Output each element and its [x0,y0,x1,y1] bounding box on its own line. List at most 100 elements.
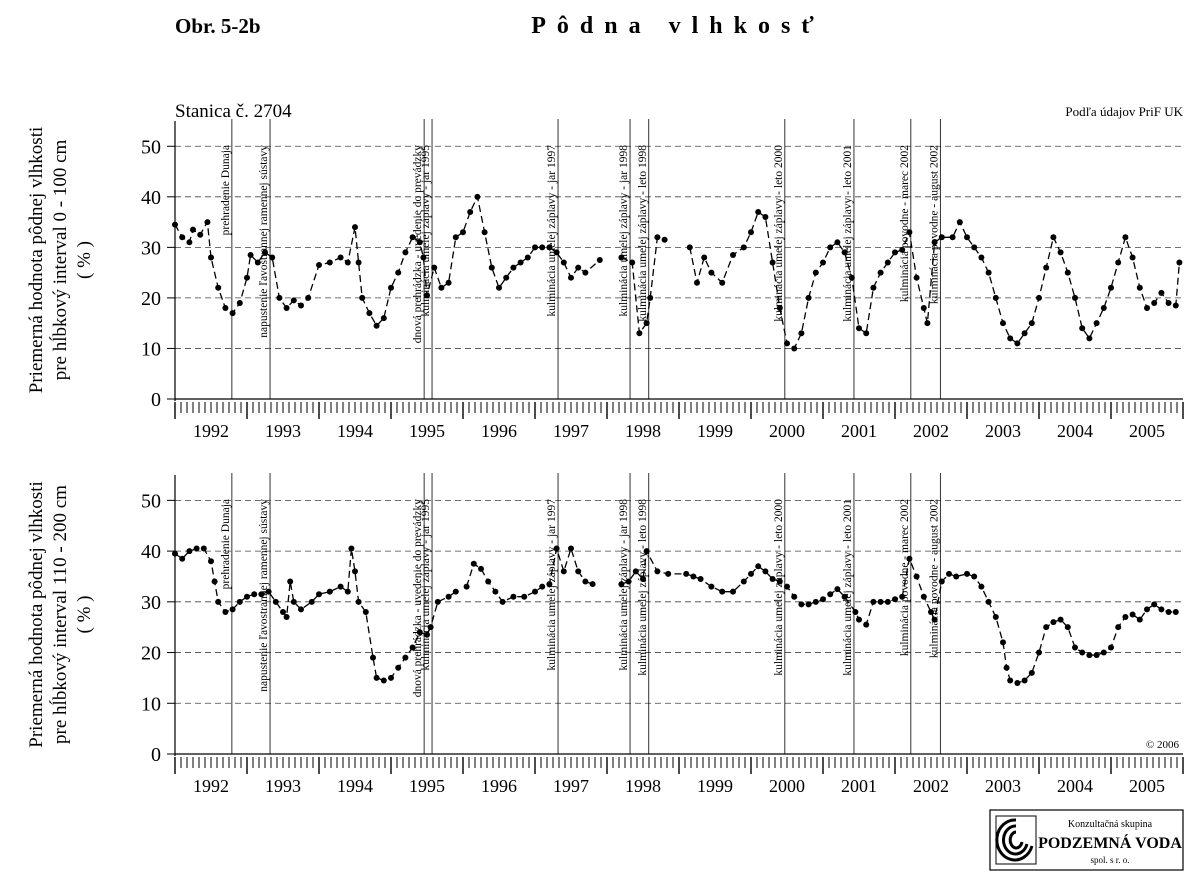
x-tick-label: 1998 [625,421,661,441]
data-point [931,616,938,623]
data-point [420,254,427,261]
data-point [820,596,826,603]
data-point [416,629,423,636]
data-point [928,608,934,615]
y-tick-label: 10 [141,338,161,360]
data-point [186,548,193,555]
station-label: Stanica č. 2704 [175,101,292,122]
x-tick-label: 2001 [841,421,877,441]
data-point [730,251,736,258]
x-tick-label: 1999 [697,776,733,796]
x-tick-label: 2000 [769,421,805,441]
data-point [492,588,499,595]
data-point [445,593,452,600]
data-point [478,565,484,572]
x-tick-label: 1999 [697,421,733,441]
data-point [539,244,546,251]
data-point [1165,299,1172,306]
copyright: © 2006 [1146,739,1180,751]
data-point [460,229,466,236]
data-point [708,583,715,590]
data-point [1176,259,1183,266]
data-point [1100,649,1107,656]
data-point [1028,669,1035,676]
data-point [344,259,351,266]
data-point [798,330,805,337]
data-point [1036,649,1042,656]
data-point [884,259,891,266]
data-point [539,583,546,590]
data-point [258,591,265,598]
chart-title: Pôdna vlhkosť [531,13,825,39]
data-point [884,598,891,605]
data-point [427,624,434,631]
data-point [510,264,517,271]
x-tick-label: 1994 [337,776,373,796]
data-point [1021,677,1028,684]
y-tick-label: 20 [141,288,161,310]
data-point [1079,649,1086,656]
data-point [776,578,783,585]
data-point [892,596,898,603]
data-point [848,274,855,281]
data-point [568,545,574,552]
data-point [236,299,243,306]
data-point [985,269,992,276]
data-point [179,234,186,241]
data-point [701,254,708,261]
data-point [560,568,567,575]
y-tick-label: 20 [141,643,161,665]
data-point [938,234,945,241]
data-point [740,578,747,585]
data-point [899,246,906,253]
data-point [197,231,204,238]
data-point [1129,611,1136,618]
data-point [856,325,862,332]
data-point [654,568,661,575]
data-point [625,578,632,585]
data-point [827,244,834,251]
x-tick-label: 2002 [913,421,949,441]
event-label: prehradenie Dunaja [220,499,232,589]
data-point [236,598,243,605]
data-point [1036,294,1042,301]
data-point [452,588,459,595]
data-point [488,264,495,271]
event-label: kulminácia umelej záplavy - leto 2001 [842,499,854,676]
data-point [254,259,261,266]
data-point [755,208,762,215]
logo-text: Konzultačná skupina [1068,819,1153,830]
data-point [434,598,441,605]
data-point [978,254,985,261]
data-point [690,573,697,580]
data-point [362,608,369,615]
data-point [632,568,639,575]
data-point [348,545,355,552]
data-point [290,598,297,605]
data-point [748,229,754,236]
x-tick-label: 1998 [625,776,661,796]
data-point [892,249,898,256]
event-label: napustenie ľavostrannej ramennej sústavy [258,145,270,338]
data-point [953,573,960,580]
y-axis-label: pre hĺbkový interval 110 - 200 cm [49,485,71,744]
x-tick-label: 1997 [553,421,589,441]
data-point [575,264,582,271]
x-tick-label: 2004 [1057,776,1093,796]
event-label: kulminácia umelej záplavy - leto 2000 [773,145,785,322]
data-point [740,244,747,251]
data-point [287,578,294,585]
data-point [244,274,250,281]
data-point [971,244,978,251]
data-point [1172,302,1179,309]
y-tick-label: 0 [151,744,161,766]
y-axis-label: pre hĺbkový interval 0 - 100 cm [49,139,71,380]
data-point [316,591,322,598]
data-point [553,249,560,256]
data-point [467,208,474,215]
data-point [762,214,769,221]
data-point [190,226,196,233]
data-point [388,674,394,681]
data-point [618,581,625,588]
data-point [262,249,268,256]
